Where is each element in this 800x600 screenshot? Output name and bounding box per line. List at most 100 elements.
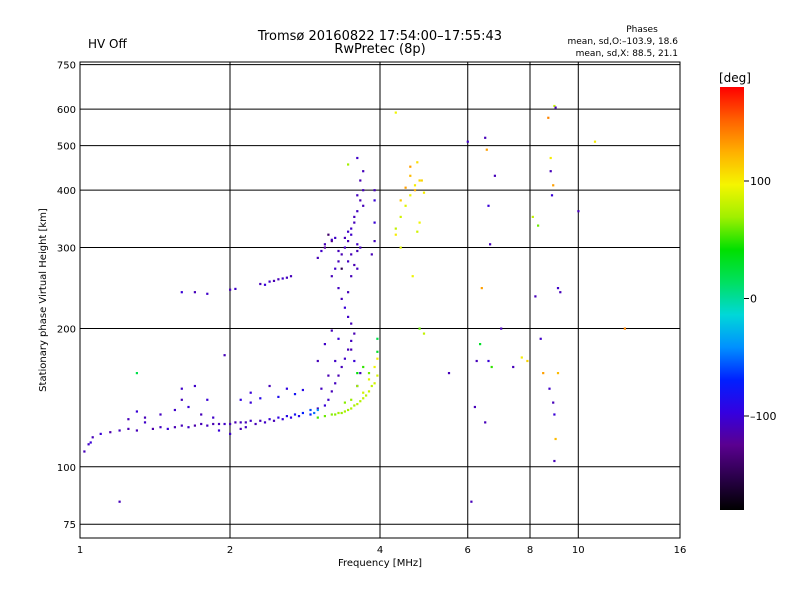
data-point: [297, 415, 301, 418]
data-point: [316, 416, 319, 419]
data-point: [553, 413, 556, 416]
data-point: [485, 148, 488, 151]
data-point: [301, 411, 304, 415]
y-axis-ticks: 75 100 200 300 400 500 600 750: [57, 61, 76, 532]
data-point: [83, 450, 86, 453]
data-point: [547, 116, 550, 119]
data-point: [350, 275, 353, 278]
data-point: [249, 391, 252, 394]
data-point: [376, 337, 379, 340]
data-point: [411, 275, 414, 278]
data-point: [356, 243, 359, 246]
data-point: [135, 429, 138, 432]
data-point: [376, 350, 379, 353]
data-point: [347, 163, 350, 166]
data-point: [409, 174, 412, 177]
data-point: [347, 291, 350, 294]
data-point: [268, 280, 271, 283]
data-point: [367, 378, 371, 381]
data-point: [367, 372, 371, 375]
chart-title: Tromsø 20160822 17:54:00–17:55:43: [257, 29, 502, 44]
data-point: [362, 189, 365, 192]
data-point: [350, 253, 353, 256]
data-point: [409, 165, 412, 168]
data-point: [347, 230, 350, 233]
x-tick-label: 10: [572, 545, 585, 556]
data-point: [475, 359, 478, 363]
data-point: [549, 156, 552, 160]
phases-x-mode: mean, sd,X: 88.5, 21.1: [576, 49, 678, 59]
data-point: [285, 415, 288, 418]
data-point: [356, 267, 359, 270]
data-point: [239, 427, 242, 430]
plot-area: [79, 61, 681, 539]
data-point: [244, 421, 247, 424]
data-point: [556, 287, 560, 290]
data-point: [327, 398, 330, 401]
data-point: [484, 136, 487, 139]
data-point: [350, 339, 353, 342]
data-point: [362, 204, 365, 207]
data-point: [316, 407, 319, 410]
data-point: [193, 424, 196, 427]
data-point: [268, 384, 271, 388]
data-point: [479, 343, 482, 346]
data-point: [343, 236, 346, 239]
data-point: [420, 179, 423, 182]
y-tick-label: 600: [57, 105, 76, 116]
data-point: [334, 382, 337, 385]
data-point: [487, 204, 490, 207]
data-point: [313, 411, 316, 415]
y-tick-label: 500: [57, 142, 76, 153]
data-point: [234, 287, 237, 290]
data-point: [244, 426, 247, 429]
data-point: [259, 397, 262, 400]
data-point: [143, 416, 147, 419]
data-point: [330, 390, 333, 393]
data-point: [353, 263, 356, 267]
data-point: [553, 459, 556, 463]
data-point: [422, 332, 426, 335]
data-point: [285, 387, 288, 390]
data-point: [340, 253, 343, 256]
colorbar: [deg] 100 0 –100: [719, 71, 777, 510]
data-point: [484, 421, 487, 424]
data-point: [356, 194, 359, 197]
data-point: [337, 249, 340, 253]
data-point: [493, 174, 496, 177]
data-point: [118, 429, 121, 432]
data-point: [229, 422, 232, 426]
data-point: [340, 267, 343, 270]
x-tick-label: 6: [465, 545, 471, 556]
data-point: [347, 240, 350, 243]
data-point: [376, 357, 379, 360]
data-point: [418, 179, 421, 182]
data-point: [370, 384, 373, 388]
data-point: [316, 256, 319, 259]
data-point: [212, 416, 215, 419]
data-point: [356, 156, 359, 160]
y-tick-label: 200: [57, 324, 76, 335]
data-point: [259, 282, 262, 286]
colorbar-ticks: 100 0 –100: [744, 175, 777, 423]
data-point: [520, 356, 523, 359]
data-point: [373, 221, 376, 224]
data-point: [223, 354, 226, 357]
data-point: [489, 243, 492, 246]
data-point: [229, 432, 232, 435]
data-point: [548, 387, 551, 390]
data-point: [206, 292, 209, 295]
phases-title: Phases: [626, 25, 658, 35]
data-point: [394, 227, 397, 230]
data-point: [166, 427, 169, 430]
data-point: [399, 215, 402, 218]
data-point: [180, 387, 183, 390]
data-point: [370, 253, 373, 256]
chart-subtitle: RwPretec (8p): [334, 42, 425, 57]
data-point: [135, 372, 138, 375]
y-tick-label: 300: [57, 244, 76, 255]
data-point: [343, 357, 346, 360]
y-tick-label: 75: [63, 520, 76, 531]
x-tick-label: 4: [377, 545, 383, 556]
